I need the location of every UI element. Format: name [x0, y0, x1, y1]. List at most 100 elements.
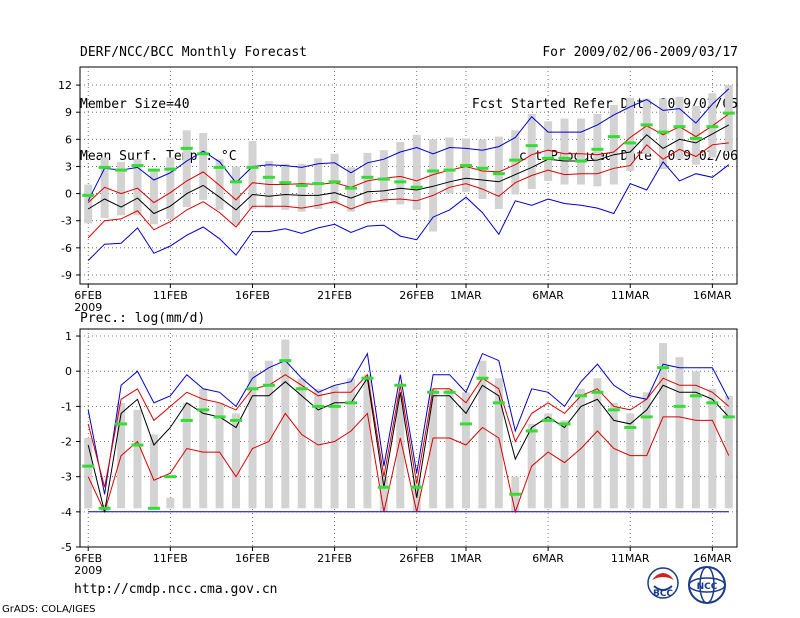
y-tick-label: -2	[61, 436, 72, 449]
obs-marker	[689, 394, 702, 398]
spread-bar	[297, 378, 306, 509]
y-tick-label: -6	[61, 242, 72, 255]
spread-bar	[494, 378, 503, 509]
x-tick-sublabel: 2009	[74, 564, 102, 577]
ncc-logo-ellipse	[688, 577, 726, 593]
obs-marker	[164, 167, 177, 171]
x-tick-label: 6MAR	[532, 552, 564, 565]
obs-marker	[394, 180, 407, 184]
obs-marker	[98, 506, 111, 510]
spread-bar	[149, 169, 158, 225]
x-tick-label: 6MAR	[532, 289, 564, 302]
obs-marker	[706, 401, 719, 405]
obs-marker	[115, 422, 128, 426]
footer-url[interactable]: http://cmdp.ncc.cma.gov.cn	[74, 582, 278, 597]
obs-marker	[312, 404, 325, 408]
spread-bar	[675, 357, 684, 509]
spread-bar	[297, 163, 306, 212]
obs-marker	[394, 383, 407, 387]
obs-marker	[180, 418, 193, 422]
spread-bar	[199, 133, 208, 200]
spread-bar	[133, 159, 142, 216]
spread-bar	[659, 343, 668, 509]
spread-bar	[445, 388, 454, 509]
obs-marker	[230, 418, 243, 422]
spread-bar	[182, 402, 191, 509]
obs-marker	[443, 168, 456, 172]
spread-bar	[626, 97, 635, 171]
spread-bar	[215, 402, 224, 509]
y-tick-label: 3	[65, 160, 72, 173]
logos: BCC NCC	[647, 566, 726, 604]
spread-bar	[724, 395, 733, 509]
obs-marker	[312, 182, 325, 186]
obs-marker	[657, 366, 670, 370]
spread-bar	[691, 105, 700, 165]
obs-marker	[509, 158, 522, 162]
spread-bar	[347, 378, 356, 509]
obs-marker	[591, 390, 604, 394]
obs-marker	[410, 485, 423, 489]
obs-marker	[427, 390, 440, 394]
y-tick-label: -5	[61, 541, 72, 554]
obs-marker	[295, 183, 308, 187]
obs-marker	[131, 164, 144, 168]
spread-bar	[708, 388, 717, 509]
x-tick-label: 6FEB	[74, 552, 102, 565]
obs-marker	[164, 475, 177, 479]
obs-marker	[673, 404, 686, 408]
spread-bar	[330, 385, 339, 509]
y-tick-label: 12	[58, 79, 72, 92]
spread-bar	[166, 157, 175, 219]
x-tick-label: 26FEB	[399, 289, 434, 302]
x-tick-label: 1MAR	[450, 289, 482, 302]
obs-marker	[279, 181, 292, 185]
spread-bar	[527, 114, 536, 190]
header-title: DERF/NCC/BCC Monthly Forecast	[80, 45, 307, 60]
spread-bar	[199, 388, 208, 509]
spread-bar	[478, 360, 487, 509]
inner-high-line	[87, 113, 730, 204]
spread-bar	[724, 85, 733, 152]
obs-marker	[624, 425, 637, 429]
spread-bar	[396, 142, 405, 205]
y-tick-label: -3	[61, 471, 72, 484]
obs-marker	[246, 387, 259, 391]
obs-marker	[295, 387, 308, 391]
y-tick-label: 9	[65, 106, 72, 119]
plot-frame	[79, 328, 738, 548]
y-tick-label: 1	[65, 330, 72, 343]
inner-high-line	[87, 373, 730, 488]
spread-bar	[379, 150, 388, 203]
spread-bar	[133, 409, 142, 509]
bcc-logo-text: BCC	[653, 589, 673, 599]
obs-marker	[591, 147, 604, 151]
spread-bar	[609, 104, 618, 185]
obs-marker	[115, 168, 128, 172]
spread-bar	[396, 395, 405, 509]
obs-marker	[542, 418, 555, 422]
obs-marker	[410, 185, 423, 189]
obs-marker	[345, 186, 358, 190]
obs-marker	[197, 408, 210, 412]
obs-marker	[525, 144, 538, 148]
ncc-logo: NCC	[688, 566, 726, 604]
spread-bar	[84, 184, 93, 224]
obs-marker	[262, 175, 275, 179]
obs-marker	[476, 376, 489, 380]
obs-marker	[197, 152, 210, 156]
y-tick-label: 6	[65, 133, 72, 146]
obs-marker	[147, 506, 160, 510]
spread-bar	[264, 360, 273, 509]
outer-high-line	[87, 352, 730, 495]
spread-bar	[363, 374, 372, 509]
spread-bar	[593, 378, 602, 509]
obs-marker	[345, 401, 358, 405]
obs-marker	[624, 141, 637, 145]
obs-marker	[246, 165, 259, 169]
spread-bar	[560, 420, 569, 509]
spread-bar	[215, 159, 224, 210]
x-tick-label: 21FEB	[317, 289, 352, 302]
